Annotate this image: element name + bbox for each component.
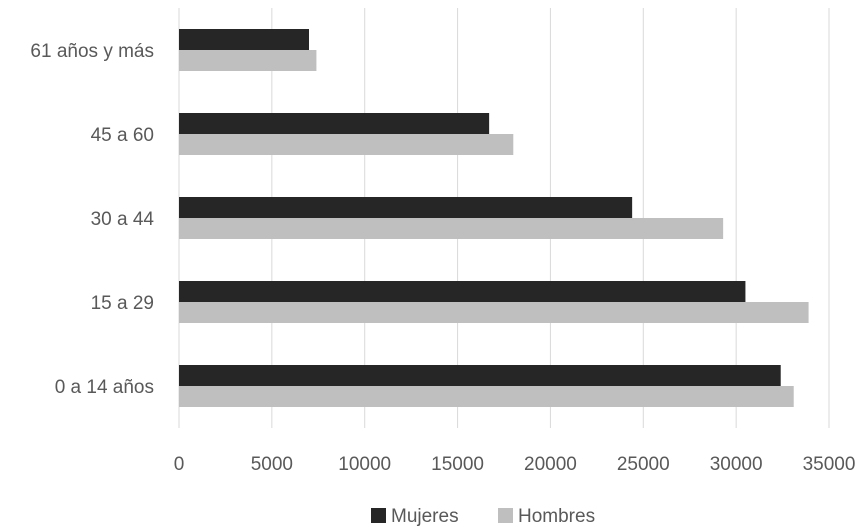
x-tick-label-35000: 35000 <box>803 454 856 475</box>
bar-mujeres-2 <box>179 197 633 218</box>
legend-label-hombres: Hombres <box>518 506 595 527</box>
bar-mujeres-3 <box>179 281 746 302</box>
legend-swatch-hombres <box>498 508 513 523</box>
bar-hombres-2 <box>179 218 724 239</box>
x-tick-label-5000: 5000 <box>251 454 293 475</box>
x-tick-label-25000: 25000 <box>617 454 670 475</box>
bar-hombres-1 <box>179 134 514 155</box>
x-axis-ticks: 0 5000 10000 15000 20000 25000 30000 35000 <box>174 454 856 475</box>
bar-hombres-4 <box>179 386 794 407</box>
category-label-0: 61 años y más <box>30 41 154 62</box>
x-tick-label-20000: 20000 <box>524 454 577 475</box>
bar-hombres-3 <box>179 302 809 323</box>
category-label-2: 30 a 44 <box>91 209 155 230</box>
x-tick-label-0: 0 <box>174 454 185 475</box>
x-tick-label-15000: 15000 <box>431 454 484 475</box>
legend: Mujeres Hombres <box>371 506 595 527</box>
bar-mujeres-1 <box>179 113 490 134</box>
bar-mujeres-0 <box>179 29 309 50</box>
legend-swatch-mujeres <box>371 508 386 523</box>
x-tick-label-10000: 10000 <box>338 454 391 475</box>
bars <box>179 29 809 407</box>
y-axis-categories: 61 años y más 45 a 60 30 a 44 15 a 29 0 a 14… <box>30 41 154 398</box>
category-label-4: 0 a 14 años <box>55 377 154 398</box>
category-label-3: 15 a 29 <box>91 293 154 314</box>
category-label-1: 45 a 60 <box>91 125 154 146</box>
bar-hombres-0 <box>179 50 317 71</box>
bar-mujeres-4 <box>179 365 781 386</box>
x-tick-label-30000: 30000 <box>710 454 763 475</box>
legend-label-mujeres: Mujeres <box>391 506 459 527</box>
